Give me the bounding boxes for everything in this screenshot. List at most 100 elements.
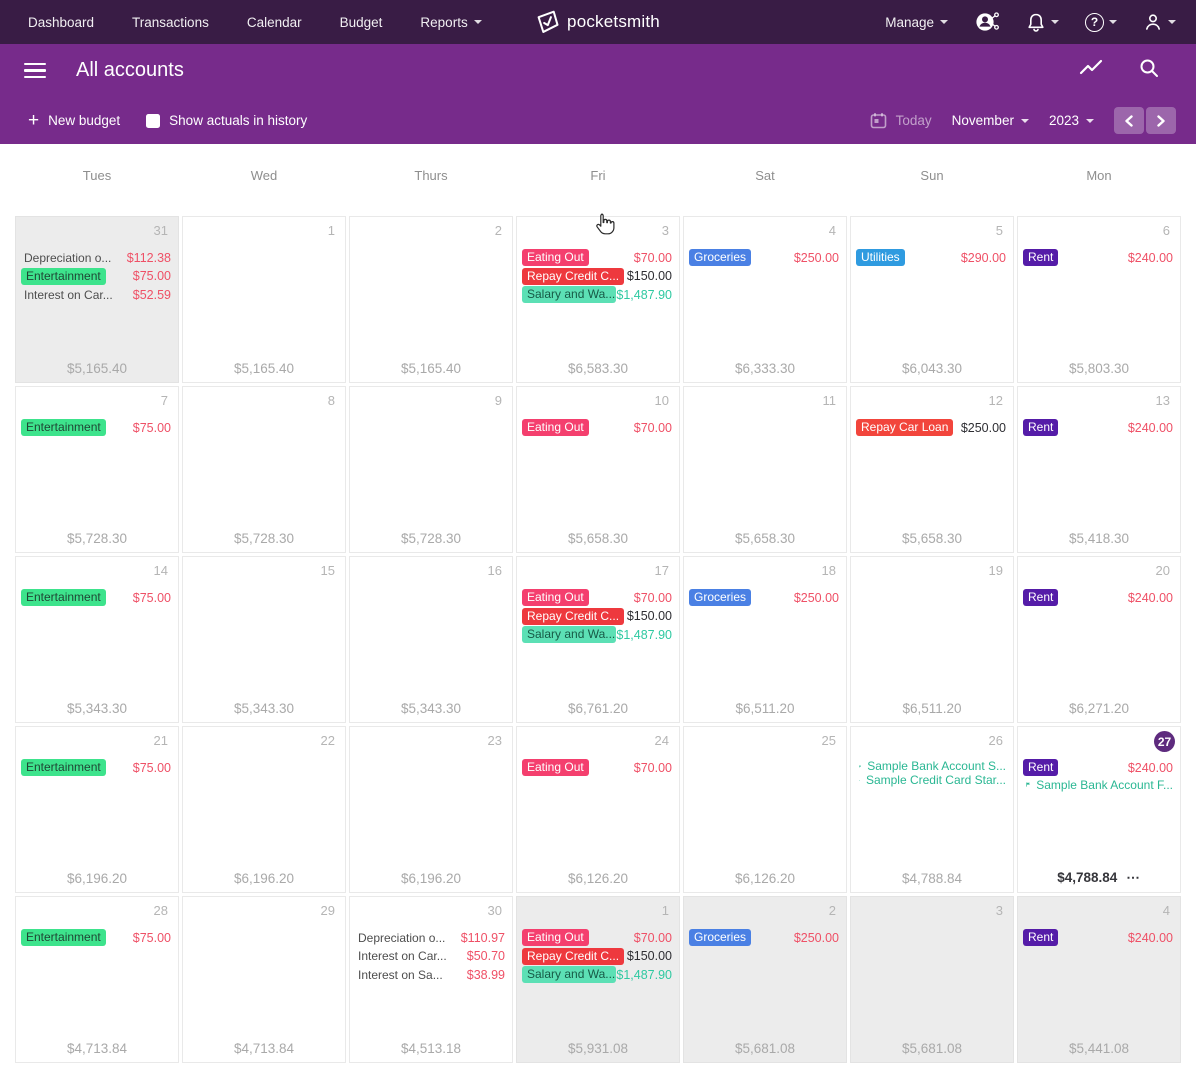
search-icon[interactable] xyxy=(1138,57,1160,84)
trend-icon[interactable] xyxy=(1078,58,1104,83)
nav-item-reports[interactable]: Reports xyxy=(420,15,482,30)
budget-entry[interactable]: Interest on Sa... $38.99 xyxy=(355,966,505,983)
manage-menu[interactable]: Manage xyxy=(885,15,948,30)
category-pill[interactable]: Salary and Wa... xyxy=(522,966,617,983)
category-pill[interactable]: Entertainment xyxy=(21,759,106,776)
budget-entry[interactable]: Interest on Car... $52.59 xyxy=(21,286,171,303)
budget-entry[interactable]: Interest on Car... $50.70 xyxy=(355,948,505,965)
day-cell[interactable]: 1 $5,165.40 xyxy=(182,216,346,383)
category-pill[interactable]: Groceries xyxy=(689,249,752,266)
category-label[interactable]: Interest on Car... xyxy=(24,287,113,302)
category-pill[interactable]: Eating Out xyxy=(522,929,589,946)
day-cell[interactable]: 10 Eating Out $70.00 $5,658.30 xyxy=(516,386,680,553)
category-pill[interactable]: Rent xyxy=(1023,929,1059,946)
day-cell[interactable]: 25 $6,126.20 xyxy=(683,726,847,893)
nav-item-calendar[interactable]: Calendar xyxy=(247,15,302,30)
day-cell[interactable]: 20 Rent $240.00 $6,271.20 xyxy=(1017,556,1181,723)
budget-entry[interactable]: Rent $240.00 xyxy=(1023,929,1173,946)
budget-entry[interactable]: Repay Credit C... $150.00 xyxy=(522,607,672,625)
budget-entry[interactable]: Salary and Wa... $1,487.90 xyxy=(522,286,672,303)
day-cell[interactable]: 3 Eating Out $70.00 Repay Credit C... $150.0… xyxy=(516,216,680,383)
category-pill[interactable]: Repay Credit C... xyxy=(522,607,624,625)
notifications-menu[interactable] xyxy=(1026,12,1059,33)
day-cell[interactable]: 7 Entertainment $75.00 $5,728.30 xyxy=(15,386,179,553)
category-pill[interactable]: Rent xyxy=(1023,419,1059,436)
budget-entry[interactable]: Depreciation o... $112.38 xyxy=(21,249,171,266)
day-cell[interactable]: 21 Entertainment $75.00 $6,196.20 xyxy=(15,726,179,893)
month-select[interactable]: November xyxy=(952,113,1029,128)
category-pill[interactable]: Eating Out xyxy=(522,589,589,606)
day-cell[interactable]: 26 Sample Bank Account S... Sample Credit … xyxy=(850,726,1014,893)
budget-entry[interactable]: Rent $240.00 xyxy=(1023,759,1173,776)
category-pill[interactable]: Utilities xyxy=(856,249,905,266)
budget-entry[interactable]: Groceries $250.00 xyxy=(689,929,839,946)
category-pill[interactable]: Entertainment xyxy=(21,267,106,285)
category-pill[interactable]: Eating Out xyxy=(522,419,589,436)
day-cell[interactable]: 8 $5,728.30 xyxy=(182,386,346,553)
day-cell[interactable]: 24 Eating Out $70.00 $6,126.20 xyxy=(516,726,680,893)
category-pill[interactable]: Groceries xyxy=(689,589,752,606)
day-cell[interactable]: 27 Rent $240.00 Sample Bank Account F... $4,… xyxy=(1017,726,1181,893)
day-cell[interactable]: 14 Entertainment $75.00 $5,343.30 xyxy=(15,556,179,723)
budget-entry[interactable]: Entertainment $75.00 xyxy=(21,759,171,776)
day-cell[interactable]: 4 Groceries $250.00 $6,333.30 xyxy=(683,216,847,383)
day-menu-ellipsis-icon[interactable]: ⋯ xyxy=(1126,870,1141,885)
flagged-item[interactable]: Sample Credit Card Star... xyxy=(856,773,1006,787)
day-cell[interactable]: 5 Utilities $290.00 $6,043.30 xyxy=(850,216,1014,383)
sidebar-toggle-icon[interactable] xyxy=(22,59,48,83)
budget-entry[interactable]: Eating Out $70.00 xyxy=(522,929,672,946)
budget-entry[interactable]: Entertainment $75.00 xyxy=(21,589,171,606)
category-pill[interactable]: Salary and Wa... xyxy=(522,626,617,643)
budget-entry[interactable]: Repay Car Loan $250.00 xyxy=(856,419,1006,436)
budget-entry[interactable]: Depreciation o... $110.97 xyxy=(355,929,505,946)
category-pill[interactable]: Repay Credit C... xyxy=(522,267,624,285)
nav-item-dashboard[interactable]: Dashboard xyxy=(28,15,94,30)
category-label[interactable]: Depreciation o... xyxy=(24,250,112,265)
day-cell[interactable]: 30 Depreciation o... $110.97 Interest on Ca… xyxy=(349,896,513,1063)
day-cell[interactable]: 28 Entertainment $75.00 $4,713.84 xyxy=(15,896,179,1063)
flagged-item[interactable]: Sample Bank Account F... xyxy=(1023,778,1173,792)
category-pill[interactable]: Rent xyxy=(1023,589,1059,606)
day-cell[interactable]: 2 Groceries $250.00 $5,681.08 xyxy=(683,896,847,1063)
day-cell[interactable]: 17 Eating Out $70.00 Repay Credit C... $150.… xyxy=(516,556,680,723)
nav-item-budget[interactable]: Budget xyxy=(340,15,383,30)
category-pill[interactable]: Groceries xyxy=(689,929,752,946)
budget-entry[interactable]: Rent $240.00 xyxy=(1023,249,1173,266)
help-menu[interactable]: ? xyxy=(1085,12,1117,32)
budget-entry[interactable]: Utilities $290.00 xyxy=(856,249,1006,266)
budget-entry[interactable]: Eating Out $70.00 xyxy=(522,419,672,436)
prev-month-button[interactable] xyxy=(1114,107,1144,134)
new-budget-button[interactable]: + New budget xyxy=(28,109,121,131)
day-cell[interactable]: 13 Rent $240.00 $5,418.30 xyxy=(1017,386,1181,553)
budget-entry[interactable]: Rent $240.00 xyxy=(1023,589,1173,606)
budget-entry[interactable]: Entertainment $75.00 xyxy=(21,267,171,285)
day-cell[interactable]: 31 Depreciation o... $112.38 Entertainment $… xyxy=(15,216,179,383)
budget-entry[interactable]: Groceries $250.00 xyxy=(689,249,839,266)
day-cell[interactable]: 6 Rent $240.00 $5,803.30 xyxy=(1017,216,1181,383)
budget-entry[interactable]: Entertainment $75.00 xyxy=(21,929,171,946)
advisor-icon[interactable] xyxy=(974,10,1000,34)
budget-entry[interactable]: Eating Out $70.00 xyxy=(522,759,672,776)
budget-entry[interactable]: Repay Credit C... $150.00 xyxy=(522,267,672,285)
year-select[interactable]: 2023 xyxy=(1049,113,1094,128)
budget-entry[interactable]: Rent $240.00 xyxy=(1023,419,1173,436)
category-pill[interactable]: Salary and Wa... xyxy=(522,286,617,303)
day-cell[interactable]: 23 $6,196.20 xyxy=(349,726,513,893)
budget-entry[interactable]: Eating Out $70.00 xyxy=(522,589,672,606)
nav-item-transactions[interactable]: Transactions xyxy=(132,15,209,30)
day-cell[interactable]: 2 $5,165.40 xyxy=(349,216,513,383)
category-pill[interactable]: Entertainment xyxy=(21,419,106,436)
day-cell[interactable]: 15 $5,343.30 xyxy=(182,556,346,723)
budget-entry[interactable]: Entertainment $75.00 xyxy=(21,419,171,436)
day-cell[interactable]: 11 $5,658.30 xyxy=(683,386,847,553)
budget-entry[interactable]: Salary and Wa... $1,487.90 xyxy=(522,626,672,643)
show-actuals-toggle[interactable]: Show actuals in history xyxy=(146,113,307,128)
category-pill[interactable]: Entertainment xyxy=(21,929,106,946)
category-label[interactable]: Depreciation o... xyxy=(358,930,446,945)
next-month-button[interactable] xyxy=(1146,107,1176,134)
category-pill[interactable]: Eating Out xyxy=(522,249,589,266)
show-actuals-checkbox[interactable] xyxy=(146,113,161,128)
day-cell[interactable]: 29 $4,713.84 xyxy=(182,896,346,1063)
day-cell[interactable]: 3 $5,681.08 xyxy=(850,896,1014,1063)
category-label[interactable]: Interest on Sa... xyxy=(358,967,443,982)
